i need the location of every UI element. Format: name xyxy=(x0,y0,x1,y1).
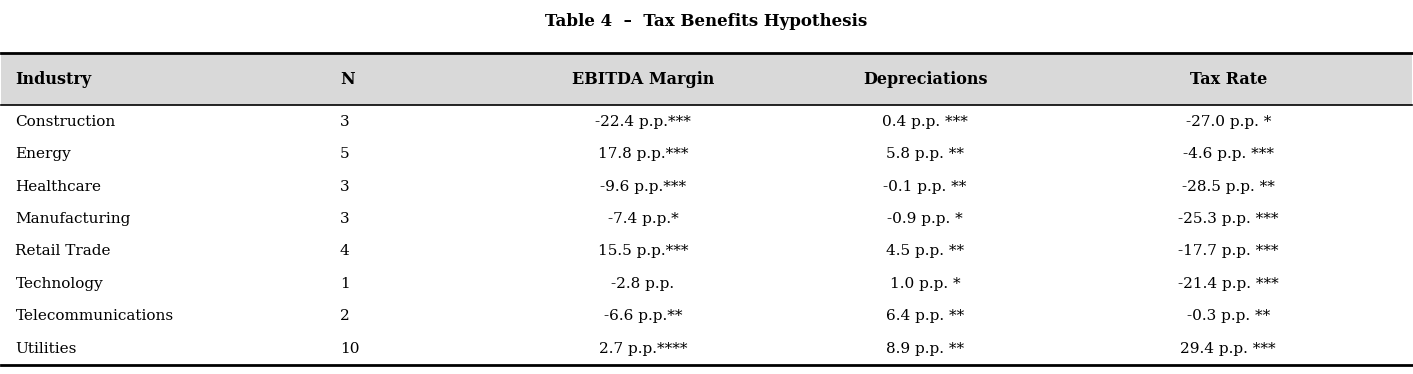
Text: Manufacturing: Manufacturing xyxy=(16,212,131,226)
FancyBboxPatch shape xyxy=(1,53,1412,105)
Text: Healthcare: Healthcare xyxy=(16,180,102,193)
Text: -6.6 p.p.**: -6.6 p.p.** xyxy=(603,309,682,324)
Text: -27.0 p.p. *: -27.0 p.p. * xyxy=(1186,114,1270,129)
Text: 3: 3 xyxy=(341,180,349,193)
Text: Tax Rate: Tax Rate xyxy=(1190,71,1267,88)
Text: 3: 3 xyxy=(341,212,349,226)
Text: -25.3 p.p. ***: -25.3 p.p. *** xyxy=(1178,212,1279,226)
Text: 0.4 p.p. ***: 0.4 p.p. *** xyxy=(882,114,968,129)
Text: 15.5 p.p.***: 15.5 p.p.*** xyxy=(598,245,688,258)
Text: 2.7 p.p.****: 2.7 p.p.**** xyxy=(599,342,687,356)
Text: Depreciations: Depreciations xyxy=(863,71,988,88)
Text: -4.6 p.p. ***: -4.6 p.p. *** xyxy=(1183,147,1273,161)
Text: 1: 1 xyxy=(341,277,349,291)
Text: N: N xyxy=(341,71,355,88)
Text: Industry: Industry xyxy=(16,71,92,88)
Text: Telecommunications: Telecommunications xyxy=(16,309,174,324)
Text: -7.4 p.p.*: -7.4 p.p.* xyxy=(608,212,678,226)
Text: 6.4 p.p. **: 6.4 p.p. ** xyxy=(886,309,964,324)
Text: Technology: Technology xyxy=(16,277,103,291)
Text: -0.9 p.p. *: -0.9 p.p. * xyxy=(887,212,962,226)
Text: -21.4 p.p. ***: -21.4 p.p. *** xyxy=(1178,277,1279,291)
Text: EBITDA Margin: EBITDA Margin xyxy=(572,71,714,88)
Text: -28.5 p.p. **: -28.5 p.p. ** xyxy=(1181,180,1275,193)
Text: 29.4 p.p. ***: 29.4 p.p. *** xyxy=(1180,342,1276,356)
Text: 4.5 p.p. **: 4.5 p.p. ** xyxy=(886,245,964,258)
Text: 1.0 p.p. *: 1.0 p.p. * xyxy=(890,277,961,291)
Text: -22.4 p.p.***: -22.4 p.p.*** xyxy=(595,114,691,129)
Text: Construction: Construction xyxy=(16,114,116,129)
Text: -0.1 p.p. **: -0.1 p.p. ** xyxy=(883,180,966,193)
Text: -17.7 p.p. ***: -17.7 p.p. *** xyxy=(1178,245,1279,258)
Text: 8.9 p.p. **: 8.9 p.p. ** xyxy=(886,342,964,356)
Text: 10: 10 xyxy=(341,342,359,356)
Text: 2: 2 xyxy=(341,309,349,324)
Text: 5.8 p.p. **: 5.8 p.p. ** xyxy=(886,147,964,161)
Text: Table 4  –  Tax Benefits Hypothesis: Table 4 – Tax Benefits Hypothesis xyxy=(545,12,868,30)
Text: Energy: Energy xyxy=(16,147,71,161)
Text: 17.8 p.p.***: 17.8 p.p.*** xyxy=(598,147,688,161)
Text: -2.8 p.p.: -2.8 p.p. xyxy=(612,277,674,291)
Text: 3: 3 xyxy=(341,114,349,129)
Text: Retail Trade: Retail Trade xyxy=(16,245,112,258)
Text: 4: 4 xyxy=(341,245,349,258)
Text: Utilities: Utilities xyxy=(16,342,76,356)
Text: 5: 5 xyxy=(341,147,349,161)
Text: -0.3 p.p. **: -0.3 p.p. ** xyxy=(1187,309,1270,324)
Text: -9.6 p.p.***: -9.6 p.p.*** xyxy=(601,180,687,193)
